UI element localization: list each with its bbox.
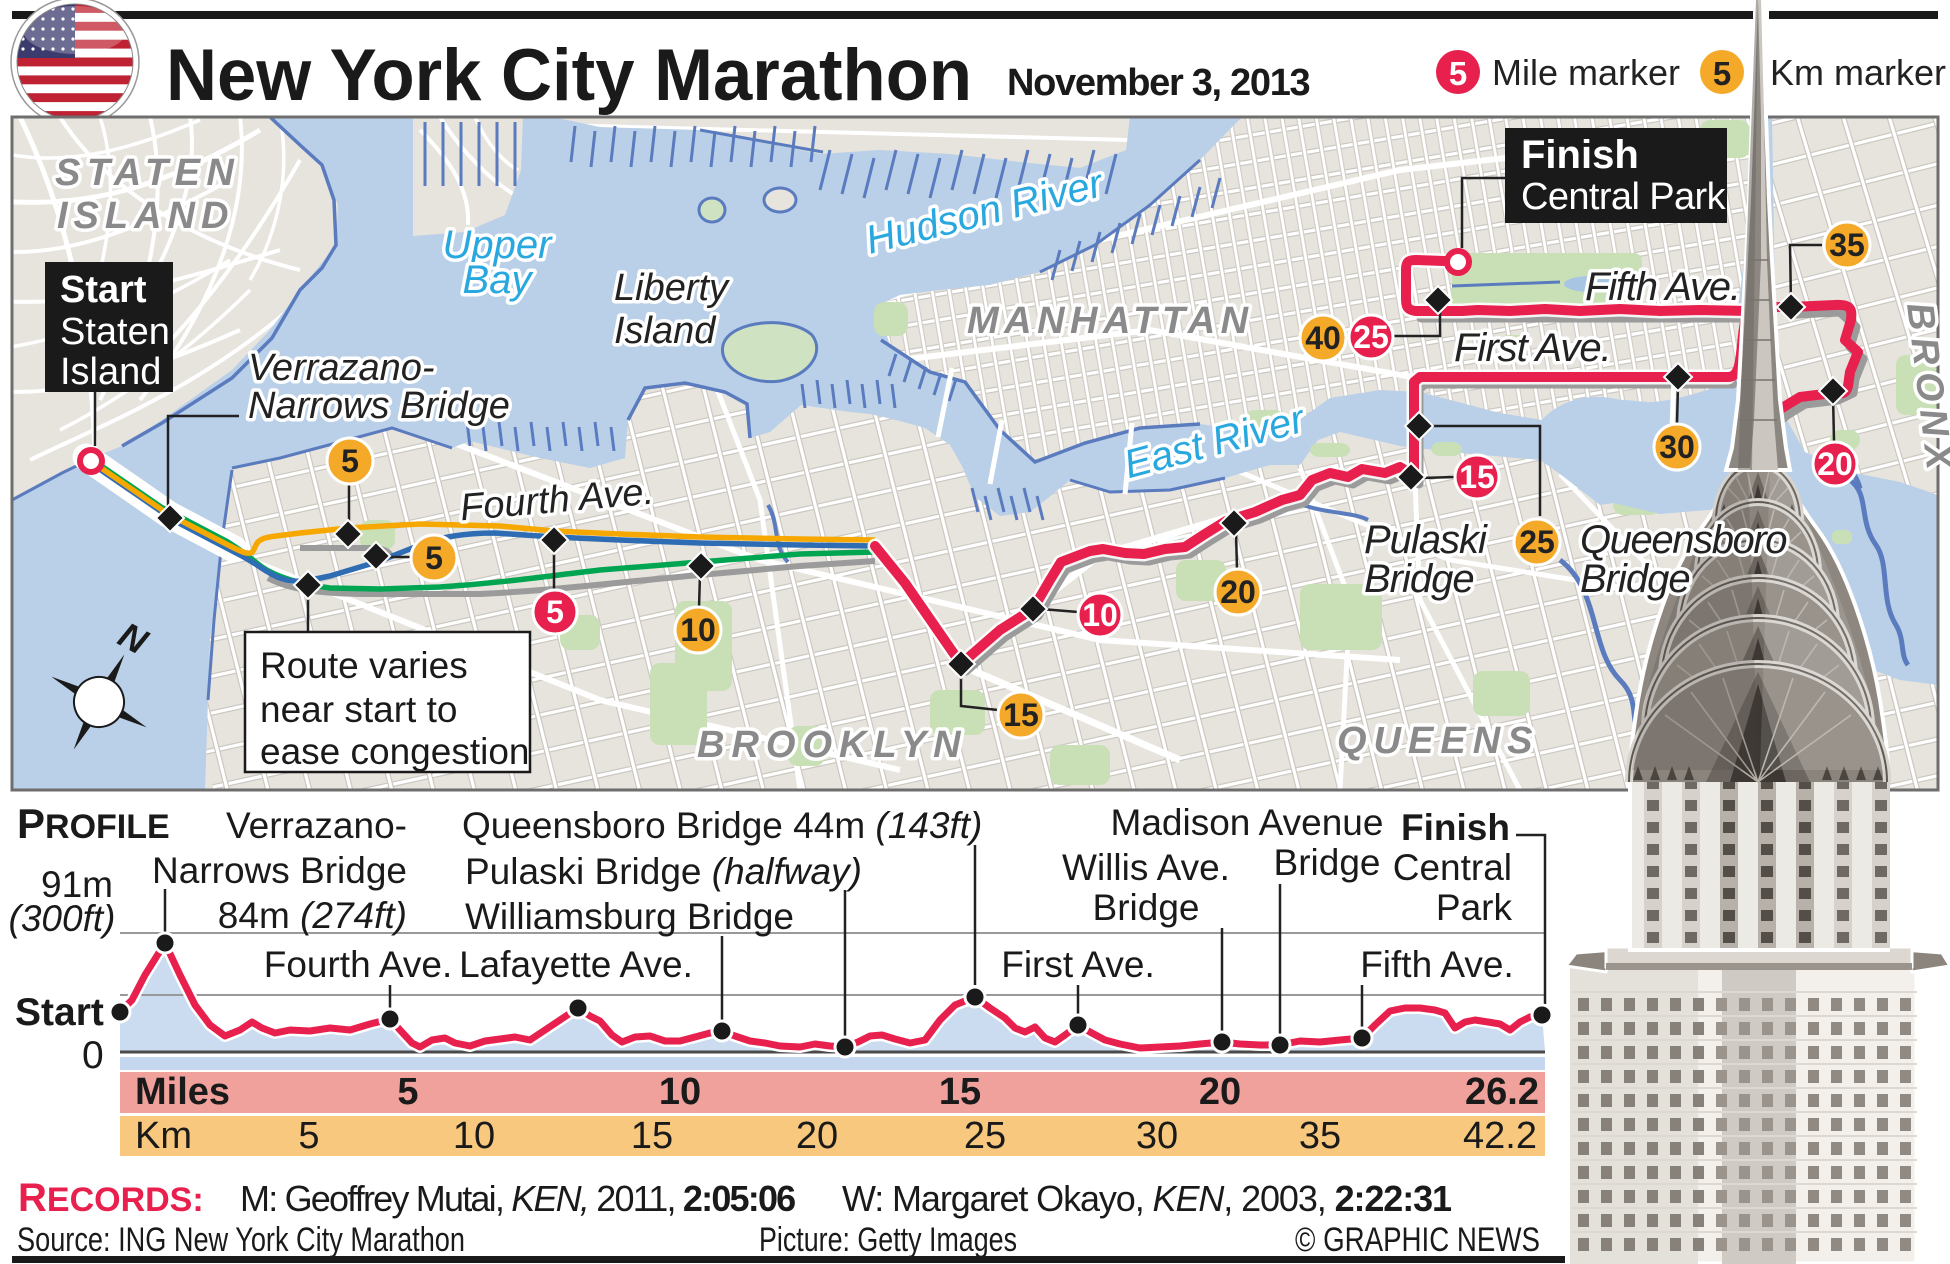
svg-text:First Ave.: First Ave. xyxy=(1001,944,1155,985)
svg-text:Island: Island xyxy=(614,310,717,352)
svg-text:near start to: near start to xyxy=(260,689,457,730)
svg-text:5: 5 xyxy=(341,443,359,479)
svg-text:15: 15 xyxy=(939,1071,981,1113)
svg-text:Start: Start xyxy=(60,269,147,311)
svg-text:35: 35 xyxy=(1829,227,1865,263)
svg-text:20: 20 xyxy=(1817,446,1853,482)
svg-text:RECORDS:: RECORDS: xyxy=(18,1176,204,1220)
svg-text:Narrows Bridge: Narrows Bridge xyxy=(248,385,510,427)
svg-text:15: 15 xyxy=(1459,459,1495,495)
svg-text:Upper: Upper xyxy=(443,223,554,267)
svg-text:5: 5 xyxy=(397,1071,418,1113)
svg-text:MANHATTAN: MANHATTAN xyxy=(967,300,1254,342)
svg-text:5: 5 xyxy=(298,1115,319,1157)
svg-text:W: Margaret Okayo, KEN, 2003,: W: Margaret Okayo, KEN, 2003, 2:22:31 xyxy=(842,1178,1452,1219)
svg-text:Start: Start xyxy=(15,991,104,1034)
svg-text:STATEN: STATEN xyxy=(55,152,240,194)
svg-text:Fourth Ave.: Fourth Ave. xyxy=(264,944,453,985)
svg-text:10: 10 xyxy=(1082,597,1118,633)
svg-text:Island: Island xyxy=(60,351,161,393)
svg-text:Mile marker: Mile marker xyxy=(1492,52,1680,93)
svg-text:10: 10 xyxy=(680,612,716,648)
svg-text:New York City Marathon: New York City Marathon xyxy=(166,35,972,116)
svg-text:Bridge: Bridge xyxy=(1093,887,1200,928)
svg-text:Park: Park xyxy=(1436,887,1513,928)
svg-text:Bridge: Bridge xyxy=(1580,557,1690,601)
svg-text:Bridge: Bridge xyxy=(1364,557,1474,601)
svg-text:Narrows Bridge: Narrows Bridge xyxy=(152,850,407,891)
svg-text:Lafayette Ave.: Lafayette Ave. xyxy=(459,944,693,985)
svg-text:5: 5 xyxy=(546,594,564,630)
svg-text:Verrazano-: Verrazano- xyxy=(226,805,407,846)
svg-text:Queensboro Bridge 44m (143ft): Queensboro Bridge 44m (143ft) xyxy=(462,805,982,846)
svg-text:25: 25 xyxy=(964,1115,1006,1157)
svg-text:PROFILE: PROFILE xyxy=(17,800,170,847)
svg-text:20: 20 xyxy=(1199,1071,1241,1113)
svg-text:Madison Avenue: Madison Avenue xyxy=(1111,802,1384,843)
svg-text:Km: Km xyxy=(135,1115,192,1157)
svg-text:91m: 91m xyxy=(41,864,113,905)
svg-text:M: Geoffrey Mutai, KEN, 2011,: M: Geoffrey Mutai, KEN, 2011, 2:05:06 xyxy=(240,1178,795,1219)
svg-text:10: 10 xyxy=(453,1115,495,1157)
svg-text:Staten: Staten xyxy=(60,311,170,353)
svg-text:25: 25 xyxy=(1519,524,1555,560)
svg-text:First Ave.: First Ave. xyxy=(1454,326,1611,370)
svg-text:Miles: Miles xyxy=(135,1071,230,1113)
svg-text:5: 5 xyxy=(425,540,443,576)
svg-text:15: 15 xyxy=(1003,697,1039,733)
svg-text:Bay: Bay xyxy=(463,258,535,302)
svg-text:Source: ING New York City Mara: Source: ING New York City Marathon xyxy=(17,1221,465,1259)
svg-text:25: 25 xyxy=(1353,319,1389,355)
svg-text:30: 30 xyxy=(1136,1115,1178,1157)
svg-text:84m (274ft): 84m (274ft) xyxy=(218,895,407,936)
svg-text:5: 5 xyxy=(1449,55,1467,92)
svg-text:Picture: Getty Images: Picture: Getty Images xyxy=(759,1221,1017,1259)
svg-text:November 3, 2013: November 3, 2013 xyxy=(1007,62,1310,104)
svg-text:(300ft): (300ft) xyxy=(9,898,116,939)
svg-text:35: 35 xyxy=(1299,1115,1341,1157)
svg-text:Queensboro: Queensboro xyxy=(1580,518,1786,562)
svg-text:40: 40 xyxy=(1305,320,1341,356)
svg-text:42.2: 42.2 xyxy=(1463,1115,1537,1157)
svg-text:Finish: Finish xyxy=(1521,133,1639,177)
svg-text:20: 20 xyxy=(1220,574,1256,610)
svg-text:Fifth Ave.: Fifth Ave. xyxy=(1585,265,1740,309)
svg-text:5: 5 xyxy=(1713,55,1731,92)
svg-text:Central Park: Central Park xyxy=(1521,176,1727,218)
svg-text:26.2: 26.2 xyxy=(1465,1071,1539,1113)
svg-text:Route varies: Route varies xyxy=(260,645,468,686)
svg-text:15: 15 xyxy=(631,1115,673,1157)
svg-text:Pulaski: Pulaski xyxy=(1364,518,1488,562)
svg-text:ease congestion: ease congestion xyxy=(260,731,529,772)
svg-text:BROOKLYN: BROOKLYN xyxy=(697,724,968,766)
svg-text:20: 20 xyxy=(796,1115,838,1157)
svg-text:Km marker: Km marker xyxy=(1770,52,1946,93)
svg-text:Fifth Ave.: Fifth Ave. xyxy=(1360,944,1514,985)
svg-text:Pulaski Bridge (halfway): Pulaski Bridge (halfway) xyxy=(465,851,862,892)
svg-text:ISLAND: ISLAND xyxy=(57,195,234,237)
svg-text:Verrazano-: Verrazano- xyxy=(248,347,435,389)
svg-text:Finish: Finish xyxy=(1401,807,1510,848)
svg-text:10: 10 xyxy=(659,1071,701,1113)
svg-text:Williamsburg Bridge: Williamsburg Bridge xyxy=(465,896,794,937)
svg-text:0: 0 xyxy=(82,1034,104,1077)
svg-text:30: 30 xyxy=(1659,429,1695,465)
svg-text:Willis Ave.: Willis Ave. xyxy=(1062,847,1230,888)
svg-text:Central: Central xyxy=(1393,847,1512,888)
svg-text:Liberty: Liberty xyxy=(614,267,730,309)
svg-text:© GRAPHIC NEWS: © GRAPHIC NEWS xyxy=(1295,1221,1540,1259)
svg-text:Bridge: Bridge xyxy=(1274,842,1381,883)
svg-text:QUEENS: QUEENS xyxy=(1337,720,1539,762)
